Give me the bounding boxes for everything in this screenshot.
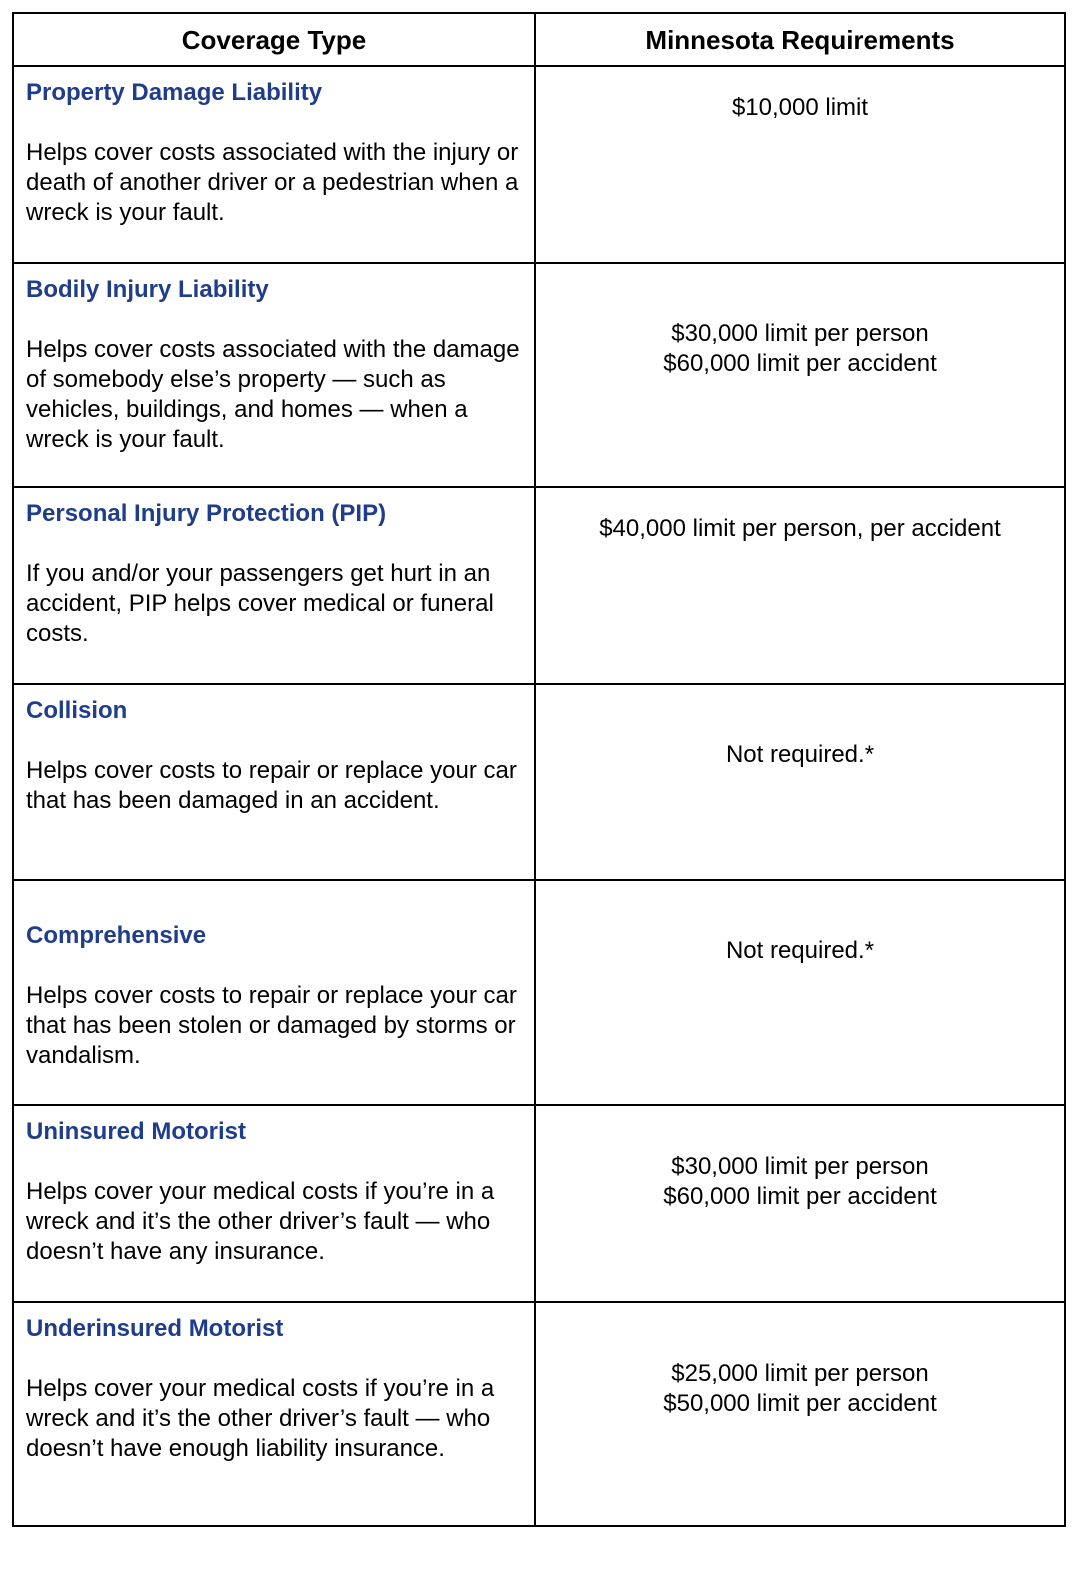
requirement-line: $50,000 limit per accident bbox=[663, 1390, 937, 1417]
requirement-cell: $40,000 limit per person, per accident bbox=[534, 486, 1066, 685]
coverage-title: Underinsured Motorist bbox=[26, 1315, 284, 1342]
table-row: Personal Injury Protection (PIP) If you … bbox=[12, 486, 1066, 685]
coverage-description: Helps cover your medical costs if you’re… bbox=[26, 1375, 495, 1462]
requirement-line: Not required.* bbox=[725, 741, 875, 768]
coverage-cell: Comprehensive Helps cover costs to repai… bbox=[12, 879, 536, 1106]
coverage-cell: Collision Helps cover costs to repair or… bbox=[12, 683, 536, 881]
coverage-cell: Bodily Injury Liability Helps cover cost… bbox=[12, 262, 536, 488]
coverage-description: Helps cover costs to repair or replace y… bbox=[26, 757, 517, 814]
requirement-line: $60,000 limit per accident bbox=[663, 1183, 937, 1210]
requirement-line: $25,000 limit per person bbox=[671, 1360, 929, 1387]
header-requirements: Minnesota Requirements bbox=[534, 12, 1066, 67]
coverage-title: Bodily Injury Liability bbox=[26, 276, 269, 303]
requirement-line: $10,000 limit bbox=[731, 94, 869, 121]
table-row: Uninsured Motorist Helps cover your medi… bbox=[12, 1104, 1066, 1303]
coverage-description: Helps cover costs to repair or replace y… bbox=[26, 982, 517, 1069]
coverage-title: Uninsured Motorist bbox=[26, 1118, 246, 1145]
coverage-description: Helps cover costs associated with the in… bbox=[26, 139, 519, 226]
header-coverage-type: Coverage Type bbox=[12, 12, 536, 67]
table-row: Bodily Injury Liability Helps cover cost… bbox=[12, 262, 1066, 488]
table-row: Underinsured Motorist Helps cover your m… bbox=[12, 1301, 1066, 1527]
coverage-description: If you and/or your passengers get hurt i… bbox=[26, 560, 494, 647]
coverage-cell: Personal Injury Protection (PIP) If you … bbox=[12, 486, 536, 685]
requirement-cell: Not required.* bbox=[534, 879, 1066, 1106]
requirement-cell: $10,000 limit bbox=[534, 65, 1066, 264]
requirement-cell: $30,000 limit per person $60,000 limit pe… bbox=[534, 262, 1066, 488]
coverage-title: Comprehensive bbox=[26, 922, 207, 949]
requirement-line: $40,000 limit per person, per accident bbox=[599, 515, 1001, 542]
coverage-description: Helps cover your medical costs if you’re… bbox=[26, 1178, 495, 1265]
header-row: Coverage Type Minnesota Requirements bbox=[12, 12, 1066, 67]
coverage-title: Collision bbox=[26, 697, 128, 724]
coverage-description: Helps cover costs associated with the da… bbox=[26, 336, 520, 453]
coverage-cell: Property Damage Liability Helps cover co… bbox=[12, 65, 536, 264]
requirement-line: Not required.* bbox=[725, 937, 875, 964]
requirement-cell: $30,000 limit per person $60,000 limit pe… bbox=[534, 1104, 1066, 1303]
coverage-cell: Uninsured Motorist Helps cover your medi… bbox=[12, 1104, 536, 1303]
coverage-title: Personal Injury Protection (PIP) bbox=[26, 500, 387, 527]
requirement-line: $30,000 limit per person bbox=[671, 320, 929, 347]
requirement-cell: $25,000 limit per person $50,000 limit pe… bbox=[534, 1301, 1066, 1527]
coverage-table: Coverage Type Minnesota Requirements Pro… bbox=[12, 12, 1066, 1527]
coverage-cell: Underinsured Motorist Helps cover your m… bbox=[12, 1301, 536, 1527]
coverage-title: Property Damage Liability bbox=[26, 79, 323, 106]
table-row: Collision Helps cover costs to repair or… bbox=[12, 683, 1066, 881]
requirement-line: $30,000 limit per person bbox=[671, 1153, 929, 1180]
requirement-line: $60,000 limit per accident bbox=[663, 350, 937, 377]
table-row: Comprehensive Helps cover costs to repai… bbox=[12, 879, 1066, 1106]
table-row: Property Damage Liability Helps cover co… bbox=[12, 65, 1066, 264]
requirement-cell: Not required.* bbox=[534, 683, 1066, 881]
